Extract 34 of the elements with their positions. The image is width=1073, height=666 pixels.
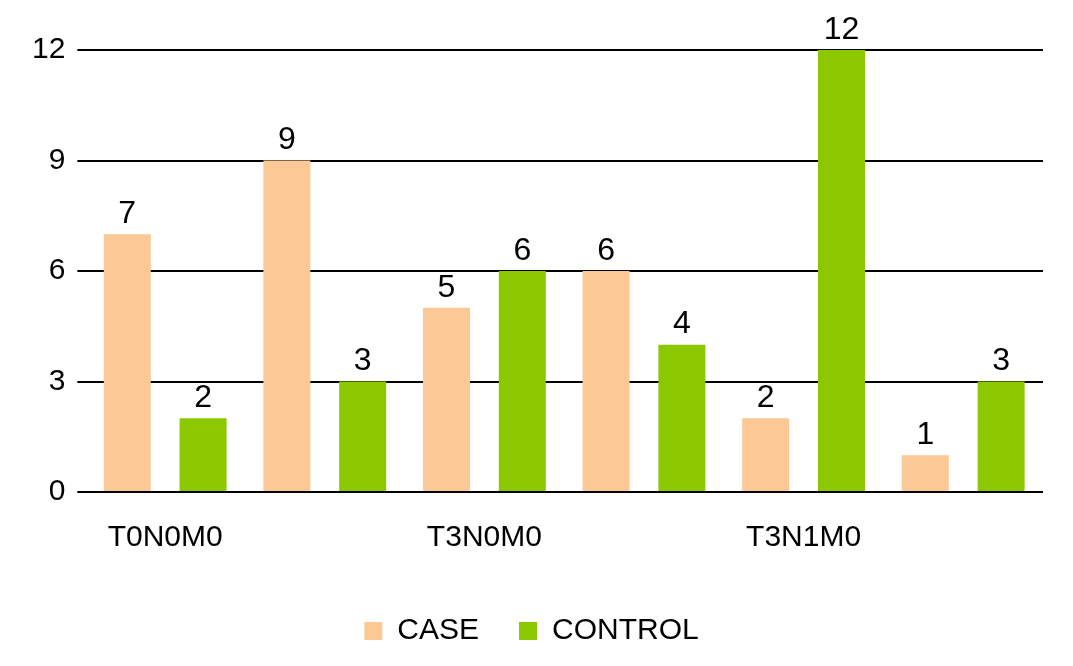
legend-label: CONTROL [552,612,699,646]
data-label: 12 [823,9,860,46]
x-tick-label: T0N0M0 [107,519,223,553]
bar [742,418,790,491]
data-label: 6 [513,230,532,267]
bar [582,271,630,491]
x-tick-label: T3N0M0 [426,519,542,553]
bar [901,455,949,491]
bar [977,381,1025,491]
bar [103,234,151,491]
y-tick-label: 3 [48,362,66,396]
bar [339,381,387,491]
data-label: 6 [597,230,615,267]
data-label: 5 [437,267,456,304]
data-label: 1 [916,414,935,451]
data-label: 7 [118,193,137,230]
bar [498,271,546,491]
data-label: 3 [992,341,1010,378]
y-tick-label: 9 [48,141,66,175]
data-label: 2 [756,378,775,415]
y-tick-label: 0 [48,473,66,507]
data-label: 4 [672,304,691,341]
bar [263,160,311,491]
bar [818,50,865,491]
data-label: 9 [277,120,296,157]
x-tick-label: T3N1M0 [746,519,862,553]
y-tick-label: 12 [31,31,66,65]
bar [658,344,706,491]
legend-label: CASE [397,612,480,646]
data-label: 2 [194,378,212,415]
y-tick-label: 6 [48,252,66,286]
bar [422,307,470,491]
bar [179,418,227,491]
data-label: 3 [353,341,372,378]
